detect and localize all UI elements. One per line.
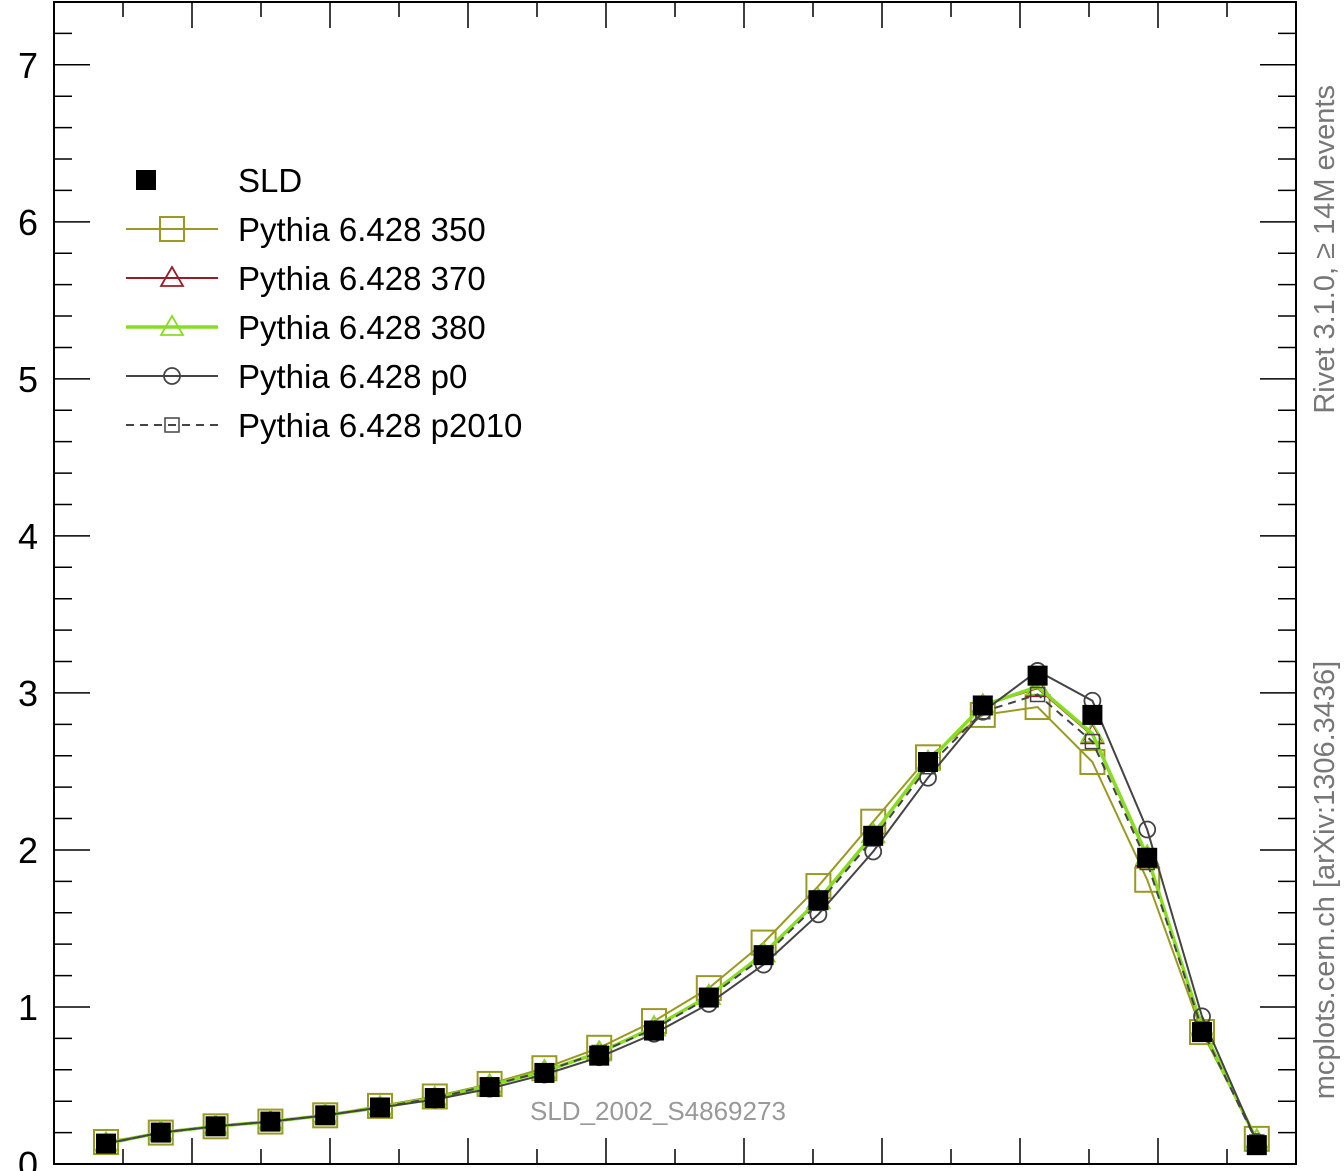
legend-item-2: Pythia 6.428 370 — [126, 260, 486, 297]
series-0 — [96, 665, 1267, 1156]
series-layer — [93, 662, 1270, 1156]
y-tick-label: 1 — [18, 987, 38, 1028]
series-1 — [93, 694, 1270, 1156]
legend-label: Pythia 6.428 380 — [238, 309, 486, 346]
series-line — [105, 669, 1258, 1145]
data-point — [1138, 820, 1157, 839]
side-label-bottom: mcplots.cern.ch [arXiv:1306.3436] — [1309, 661, 1341, 1099]
data-point — [1082, 704, 1103, 725]
data-point — [1192, 1022, 1212, 1043]
data-point — [150, 1122, 171, 1143]
data-point — [972, 695, 993, 716]
data-point — [1137, 847, 1158, 868]
legend-item-0: SLD — [136, 162, 302, 199]
series-line — [105, 705, 1258, 1144]
legend-marker — [159, 216, 185, 242]
series-4 — [97, 662, 1266, 1153]
data-point — [479, 1077, 500, 1098]
data-point — [1084, 733, 1101, 750]
y-tick-label: 6 — [18, 202, 38, 243]
legend-item-5: Pythia 6.428 p2010 — [126, 407, 522, 444]
y-tick-label: 0 — [18, 1144, 38, 1171]
legend-label: SLD — [238, 162, 302, 199]
data-point — [370, 1097, 390, 1118]
legend-marker — [159, 314, 185, 336]
legend-marker — [136, 170, 156, 190]
side-label-top: Rivet 3.1.0, ≥ 14M events — [1309, 85, 1341, 414]
data-point — [1189, 1019, 1215, 1046]
series-line — [105, 687, 1258, 1145]
data-point — [753, 945, 774, 966]
series-3 — [93, 673, 1270, 1153]
data-point — [808, 890, 829, 911]
legend-item-3: Pythia 6.428 380 — [126, 309, 486, 346]
axis-ticks — [54, 1, 1296, 1165]
legend-label: Pythia 6.428 p2010 — [238, 407, 522, 444]
data-point — [96, 1133, 116, 1154]
legend: SLD Pythia 6.428 350 Pythia 6.428 370 Pythi… — [126, 162, 522, 444]
y-tick-label: 3 — [18, 673, 38, 714]
y-tick-label: 4 — [18, 516, 38, 557]
data-point — [1027, 665, 1048, 686]
legend-marker — [159, 265, 185, 287]
data-point — [424, 1088, 445, 1109]
watermark-label: SLD_2002_S4869273 — [530, 1096, 786, 1126]
legend-marker — [163, 367, 181, 385]
y-tick-label: 5 — [18, 359, 38, 400]
legend-item-4: Pythia 6.428 p0 — [126, 358, 467, 395]
legend-item-1: Pythia 6.428 350 — [126, 211, 486, 248]
data-point — [1029, 686, 1046, 703]
y-tick-label: 2 — [18, 830, 38, 871]
data-point — [315, 1105, 336, 1126]
data-point — [589, 1045, 610, 1066]
legend-label: Pythia 6.428 350 — [238, 211, 486, 248]
data-point — [1246, 1135, 1267, 1156]
data-point — [644, 1020, 664, 1041]
data-point — [205, 1116, 226, 1137]
data-point — [918, 752, 938, 773]
data-point — [260, 1111, 281, 1132]
series-line — [105, 693, 1258, 1145]
data-point — [698, 987, 719, 1008]
series-5 — [98, 686, 1265, 1152]
data-point — [863, 825, 884, 846]
data-point — [534, 1062, 555, 1083]
y-tick-labels: 0 1 2 3 4 5 6 7 — [18, 45, 38, 1171]
legend-label: Pythia 6.428 370 — [238, 260, 486, 297]
y-tick-label: 7 — [18, 45, 38, 86]
legend-marker — [164, 417, 180, 433]
legend-label: Pythia 6.428 p0 — [238, 358, 467, 395]
